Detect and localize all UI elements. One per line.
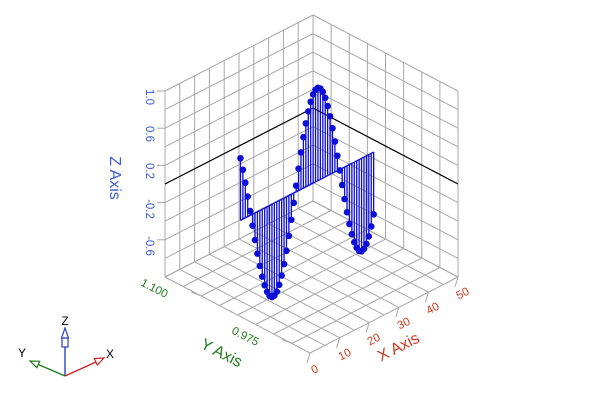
axis-tick-marks — [157, 90, 459, 364]
triad-y-label: Y — [17, 346, 27, 360]
triad-x-label: X — [105, 347, 115, 361]
data-point-markers — [237, 84, 377, 301]
z-tick-label: 0.2 — [143, 163, 155, 180]
z-tick-label: -0.2 — [143, 198, 155, 219]
z-tick-label: 1.0 — [143, 89, 155, 105]
z-axis-title: Z Axis — [106, 156, 123, 200]
stem-baseline — [240, 151, 374, 222]
orientation-triad — [28, 326, 106, 377]
triad-z-label: Z — [61, 314, 69, 328]
z-tick-label: 0.6 — [143, 126, 155, 143]
z-tick-label: -0.6 — [143, 235, 155, 256]
stems — [239, 87, 375, 298]
